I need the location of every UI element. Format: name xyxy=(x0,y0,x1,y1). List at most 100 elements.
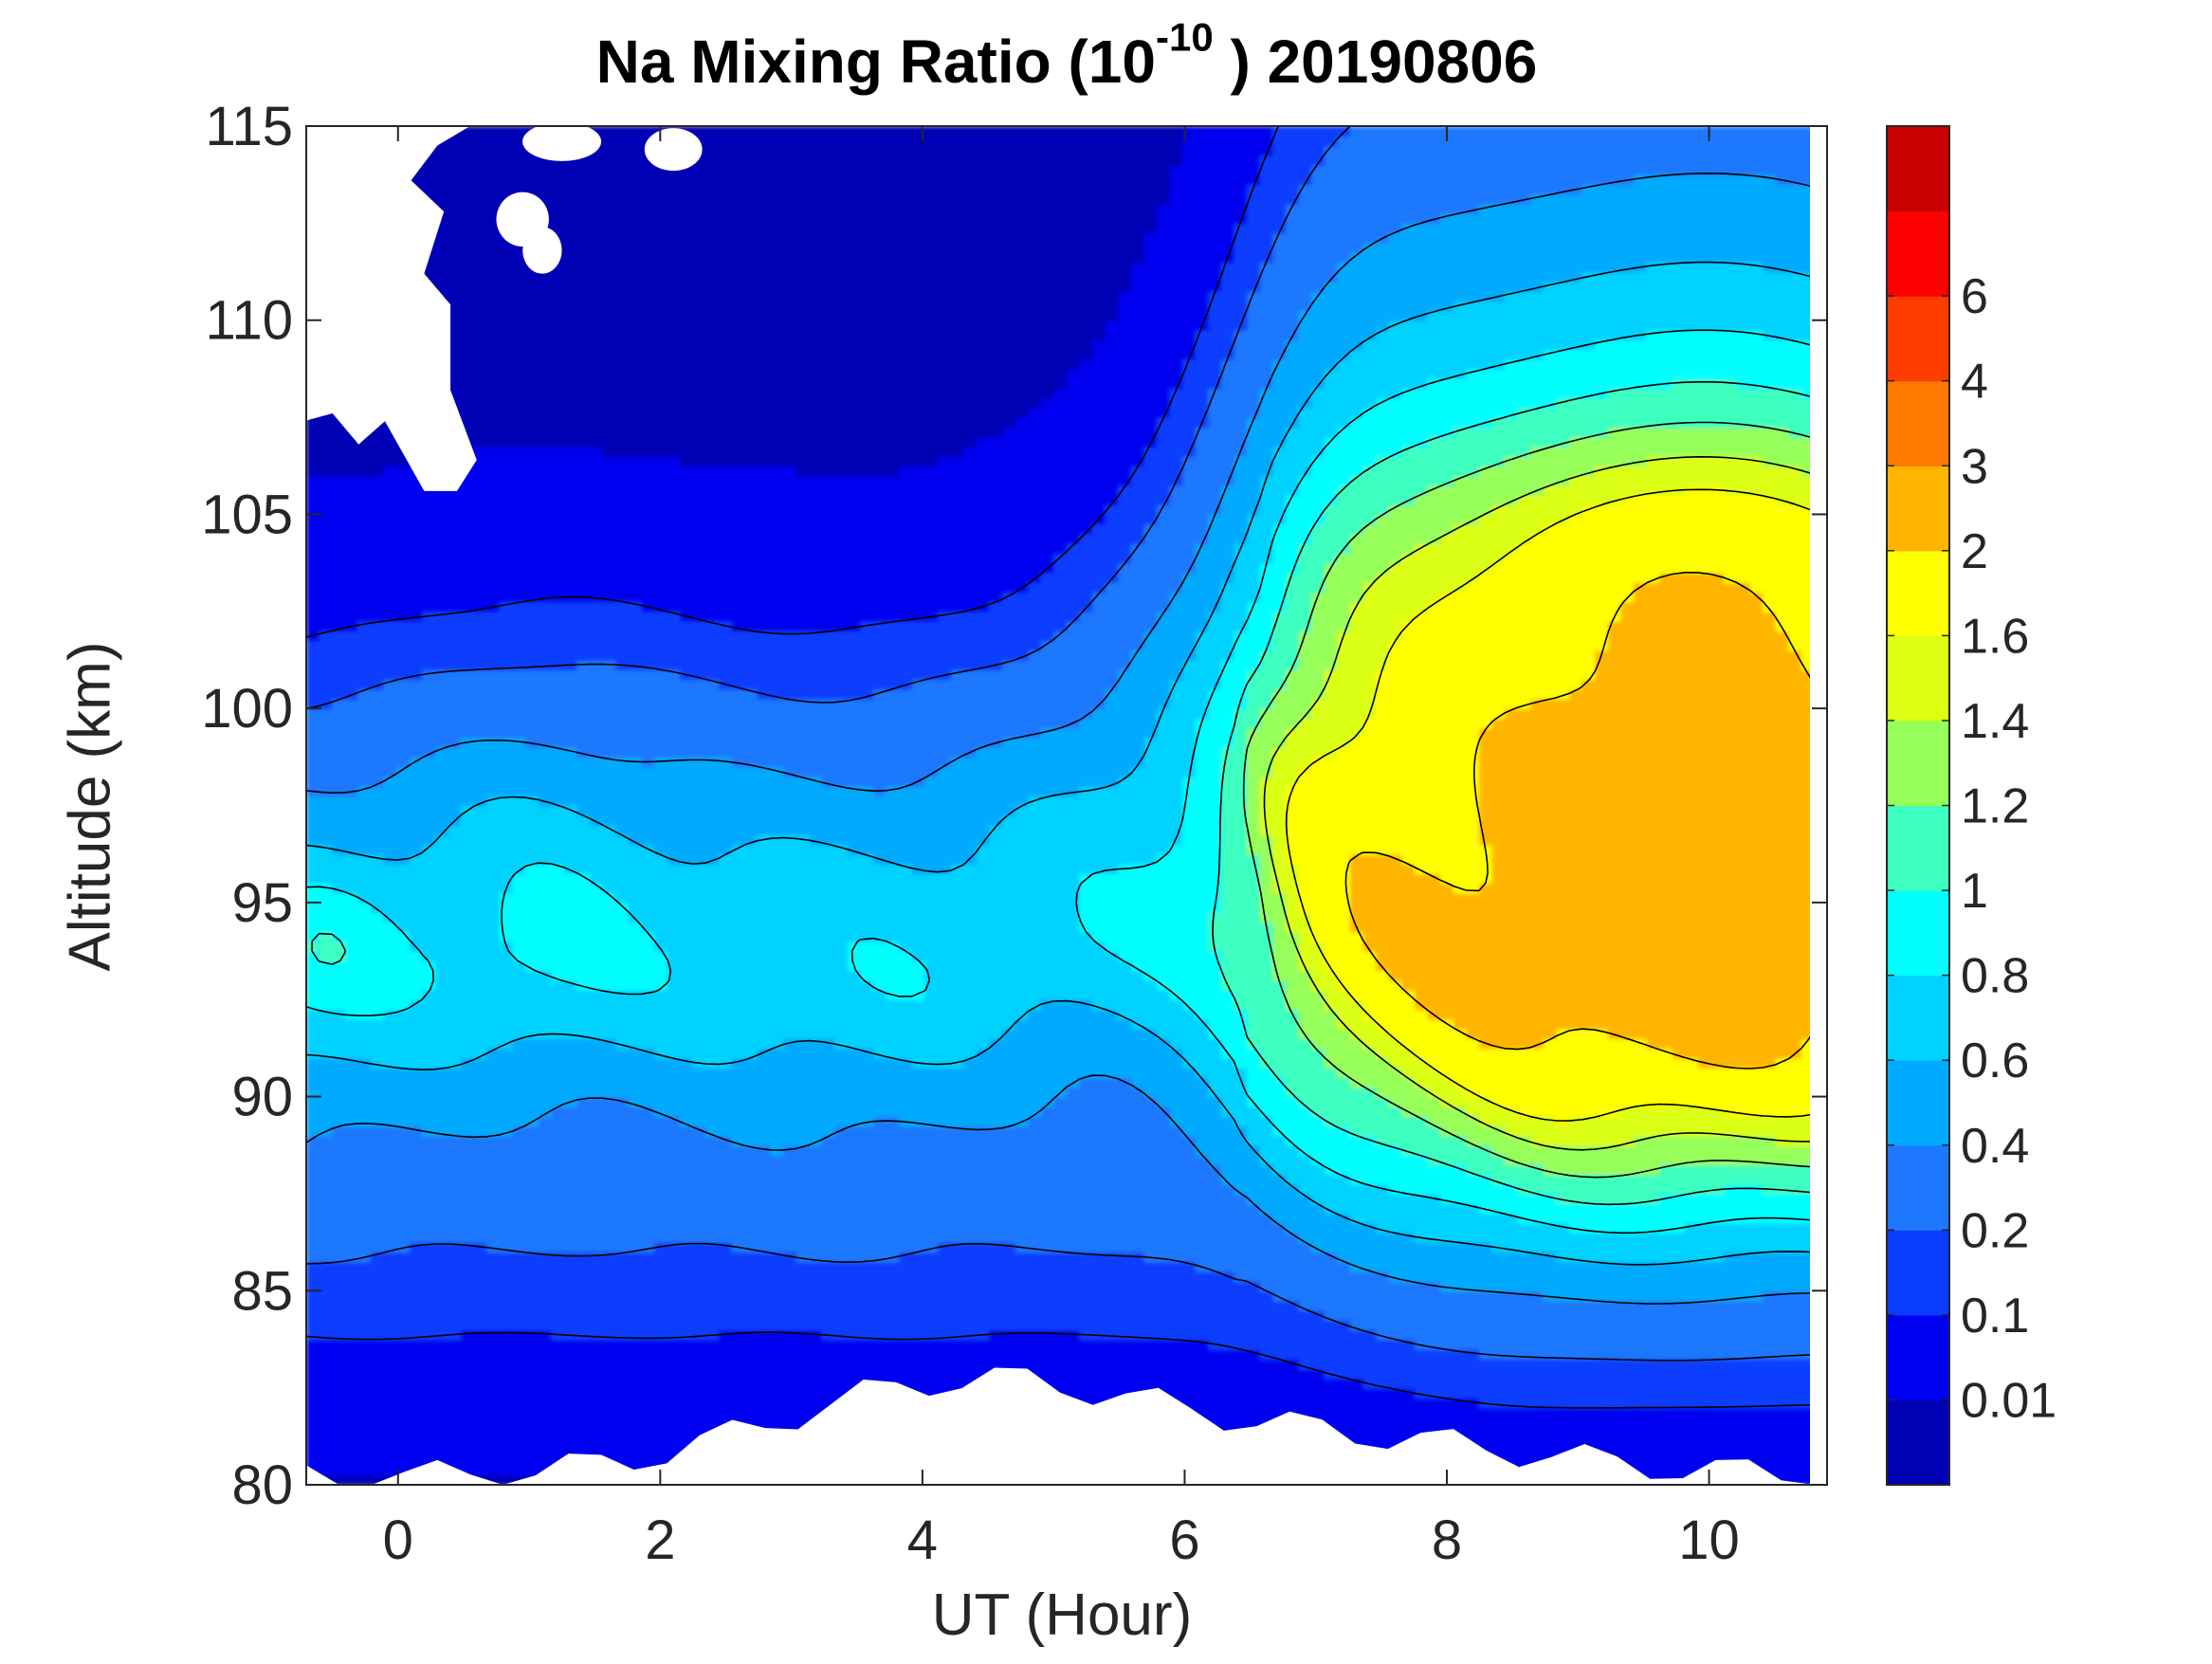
field-cell xyxy=(590,1319,604,1331)
field-cell xyxy=(1298,1387,1313,1399)
field-cell xyxy=(1581,1232,1597,1244)
field-cell xyxy=(1092,1193,1106,1205)
field-cell xyxy=(306,1358,320,1370)
field-cell xyxy=(1028,1077,1042,1088)
field-cell xyxy=(667,1435,682,1447)
field-cell xyxy=(1234,1213,1249,1224)
field-cell xyxy=(1376,1164,1390,1176)
field-cell xyxy=(1569,1348,1583,1360)
field-cell xyxy=(1143,1329,1159,1341)
field-cell xyxy=(782,1183,797,1195)
field-cell xyxy=(602,1387,617,1399)
field-cell xyxy=(1801,1087,1816,1098)
field-cell xyxy=(1530,1300,1545,1311)
field-cell xyxy=(1543,1329,1558,1341)
field-cell xyxy=(344,1426,359,1437)
field-cell xyxy=(473,1252,488,1263)
field-cell xyxy=(899,1309,913,1321)
field-cell xyxy=(615,1319,630,1331)
field-cell xyxy=(860,1281,874,1292)
field-cell xyxy=(1015,1213,1030,1224)
field-cell xyxy=(628,1387,643,1399)
field-cell xyxy=(1530,1378,1545,1389)
field-cell xyxy=(834,1144,849,1156)
field-cell xyxy=(821,1319,836,1331)
field-cell xyxy=(1775,1358,1790,1370)
field-cell xyxy=(1272,1290,1287,1302)
field-cell xyxy=(1569,1368,1583,1380)
field-cell xyxy=(486,1309,501,1321)
field-cell xyxy=(1581,1300,1597,1311)
field-cell xyxy=(1143,1213,1159,1224)
field-cell xyxy=(1530,1348,1545,1360)
field-cell xyxy=(692,1213,707,1224)
field-cell xyxy=(1788,1300,1802,1311)
field-cell xyxy=(1595,1077,1609,1088)
field-cell xyxy=(667,1183,682,1195)
field-cell xyxy=(525,1144,539,1156)
field-cell xyxy=(1581,1417,1597,1428)
field-cell xyxy=(357,1232,372,1244)
field-cell xyxy=(1710,1417,1726,1428)
field-cell xyxy=(976,1232,991,1244)
field-cell xyxy=(899,1319,913,1331)
field-cell xyxy=(1672,1290,1687,1302)
field-cell xyxy=(1388,1144,1403,1156)
field-cell xyxy=(1028,1106,1042,1117)
field-cell xyxy=(1362,1290,1378,1302)
field-cell xyxy=(1195,1358,1210,1370)
field-cell xyxy=(1478,1252,1493,1263)
field-cell xyxy=(357,1474,372,1485)
field-cell xyxy=(602,1077,617,1088)
field-cell xyxy=(989,1096,1003,1107)
field-cell xyxy=(1247,1252,1261,1263)
field-cell xyxy=(1067,1387,1081,1399)
field-cell xyxy=(847,1087,862,1098)
field-cell xyxy=(409,1387,424,1399)
field-cell xyxy=(1543,1087,1558,1098)
field-cell xyxy=(1105,1387,1120,1399)
field-cell xyxy=(1440,1077,1454,1088)
field-cell xyxy=(590,1271,604,1282)
field-cell xyxy=(1763,1154,1777,1166)
field-cell xyxy=(1350,1348,1364,1360)
field-cell xyxy=(1067,1290,1081,1302)
field-cell xyxy=(782,1368,797,1380)
field-cell xyxy=(873,1290,887,1302)
field-cell xyxy=(551,1067,565,1078)
field-cell xyxy=(1079,1144,1094,1156)
field-cell xyxy=(1324,1144,1339,1156)
field-cell xyxy=(1569,1309,1583,1321)
field-cell xyxy=(1775,1300,1790,1311)
field-cell xyxy=(692,1358,707,1370)
field-cell xyxy=(1505,1339,1519,1350)
field-cell xyxy=(576,1203,591,1215)
field-cell xyxy=(1698,1309,1712,1321)
field-cell xyxy=(461,1222,475,1234)
field-cell xyxy=(1040,1309,1055,1321)
field-cell xyxy=(344,1290,359,1302)
field-cell xyxy=(1028,1135,1042,1146)
field-cell xyxy=(1157,1154,1171,1166)
field-cell xyxy=(680,1213,694,1224)
field-cell xyxy=(1453,1348,1468,1360)
field-cell xyxy=(383,1348,398,1360)
field-cell xyxy=(1118,1348,1132,1360)
field-cell xyxy=(1427,1290,1442,1302)
field-cell xyxy=(731,1261,746,1272)
field-cell xyxy=(1569,1087,1583,1098)
field-cell xyxy=(344,1116,359,1127)
field-cell xyxy=(1569,1106,1583,1117)
field-cell xyxy=(692,1067,707,1078)
field-cell xyxy=(1607,1348,1622,1360)
field-cell xyxy=(486,1222,501,1234)
field-cell xyxy=(1672,1242,1687,1253)
field-cell xyxy=(306,1417,320,1428)
field-cell xyxy=(576,1290,591,1302)
field-cell xyxy=(1015,1232,1030,1244)
field-cell xyxy=(1118,1232,1132,1244)
field-cell xyxy=(1169,1116,1184,1127)
field-cell xyxy=(344,1435,359,1447)
field-cell xyxy=(551,1213,565,1224)
field-cell xyxy=(718,1116,733,1127)
